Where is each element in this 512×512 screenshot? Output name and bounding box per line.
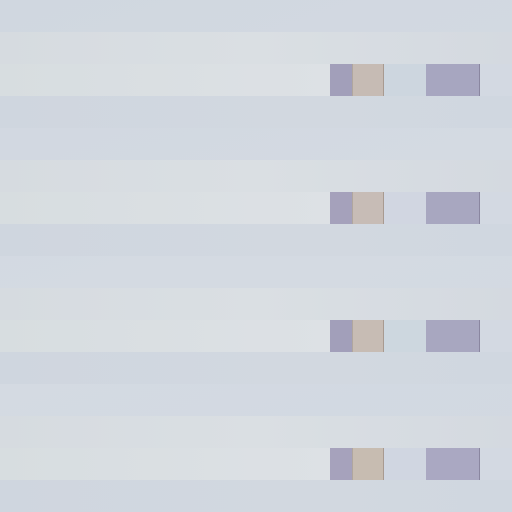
swatch-segment: [426, 192, 480, 224]
background-stripe: [0, 416, 512, 448]
color-row[interactable]: [0, 64, 512, 96]
row-base: [0, 448, 330, 480]
swatch-segment: [384, 192, 426, 224]
background-stripe: [0, 352, 512, 384]
swatch-segment: [480, 64, 512, 96]
swatch-segment: [480, 192, 512, 224]
color-row[interactable]: [0, 448, 512, 480]
row-base: [0, 320, 330, 352]
color-row[interactable]: [0, 320, 512, 352]
color-row[interactable]: [0, 192, 512, 224]
background-stripe: [0, 160, 512, 192]
background-stripe: [0, 288, 512, 320]
background-stripe: [0, 96, 512, 128]
swatch-segment: [480, 320, 512, 352]
swatch-segment: [330, 448, 352, 480]
row-base: [0, 64, 330, 96]
swatch-segment: [480, 448, 512, 480]
background-stripe: [0, 32, 512, 64]
row-base: [0, 192, 330, 224]
background-stripe: [0, 480, 512, 512]
swatch-segment: [352, 192, 384, 224]
swatch-segment: [384, 64, 426, 96]
swatch-segment: [384, 320, 426, 352]
swatch-segment: [426, 320, 480, 352]
swatch-segment: [352, 64, 384, 96]
swatch-segment: [330, 64, 352, 96]
swatch-segment: [352, 320, 384, 352]
background-stripe: [0, 224, 512, 256]
swatch-segment: [384, 448, 426, 480]
swatch-segment: [352, 448, 384, 480]
swatch-segment: [426, 448, 480, 480]
swatch-segment: [426, 64, 480, 96]
swatch-segment: [330, 320, 352, 352]
swatch-segment: [330, 192, 352, 224]
